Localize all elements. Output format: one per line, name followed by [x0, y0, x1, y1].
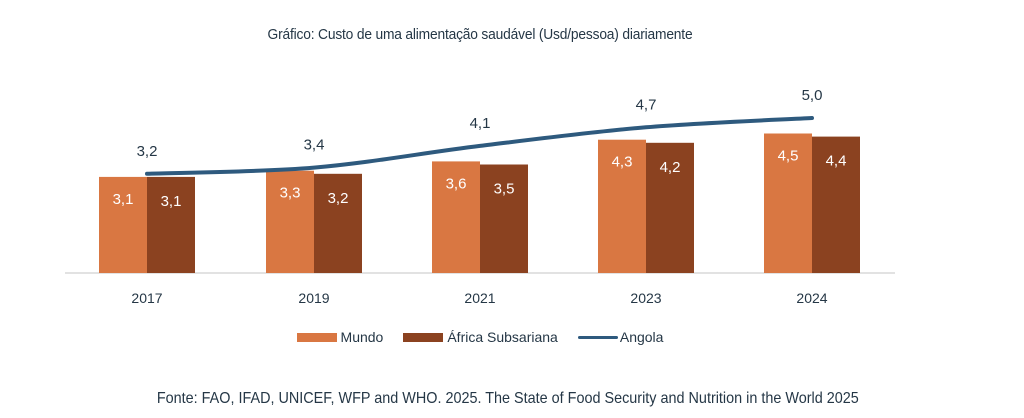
x-tick-labels: 2017 2019 2021 2023 2024	[131, 290, 827, 306]
bar-africa-subsariana-2019	[314, 173, 362, 273]
bar-label-africa-subsariana-2019: 3,2	[328, 190, 349, 207]
bars-group: 3,1 3,1 3,3 3,2 3,6 3,5 4,3 4,2 4,5 4,4	[99, 133, 860, 273]
line-label-angola-2019: 3,4	[304, 137, 325, 154]
bar-label-africa-subsariana-2024: 4,4	[826, 153, 847, 170]
line-label-angola-2017: 3,2	[137, 143, 158, 160]
source-note: Fonte: FAO, IFAD, UNICEF, WFP and WHO. 2…	[156, 390, 859, 407]
bar-mundo-2021	[432, 161, 480, 273]
bar-label-mundo-2017: 3,1	[113, 191, 134, 208]
bar-mundo-2017	[99, 176, 147, 273]
bar-mundo-2019	[266, 170, 314, 273]
line-label-angola-2023: 4,7	[636, 96, 657, 113]
legend-label-angola: Angola	[619, 329, 664, 345]
bar-africa-subsariana-2024	[812, 136, 860, 273]
legend: Mundo África Subsariana Angola	[0, 329, 960, 345]
bar-africa-subsariana-2017	[147, 176, 195, 273]
bar-label-mundo-2023: 4,3	[612, 154, 633, 171]
bar-label-mundo-2024: 4,5	[778, 148, 799, 165]
legend-item-mundo: Mundo	[296, 329, 384, 345]
legend-label-africa-subsariana: África Subsariana	[447, 329, 558, 345]
x-tick-2021: 2021	[464, 290, 495, 306]
x-tick-2017: 2017	[131, 290, 162, 306]
legend-item-africa-subsariana: África Subsariana	[403, 329, 558, 345]
line-label-angola-2024: 5,0	[802, 87, 823, 104]
bar-africa-subsariana-2023	[646, 142, 694, 273]
legend-item-angola: Angola	[577, 329, 664, 345]
bar-label-africa-subsariana-2023: 4,2	[660, 159, 681, 176]
bar-label-africa-subsariana-2021: 3,5	[494, 181, 515, 198]
bar-label-mundo-2021: 3,6	[446, 175, 467, 192]
legend-swatch-mundo	[296, 332, 337, 342]
legend-label-mundo: Mundo	[340, 329, 384, 345]
line-angola	[145, 116, 814, 176]
x-tick-2023: 2023	[630, 290, 661, 306]
bar-label-africa-subsariana-2017: 3,1	[161, 193, 182, 210]
x-tick-2024: 2024	[796, 290, 827, 306]
legend-line-angola	[577, 335, 618, 339]
bar-mundo-2024	[764, 133, 812, 273]
angola-line-group: 3,2 3,4 4,1 4,7 5,0	[137, 87, 823, 176]
x-tick-2019: 2019	[298, 290, 329, 306]
chart-title: Gráfico: Custo de uma alimentação saudáv…	[267, 26, 693, 43]
bar-label-mundo-2019: 3,3	[280, 185, 301, 202]
bar-mundo-2023	[598, 139, 646, 273]
line-label-angola-2021: 4,1	[470, 115, 491, 132]
bar-africa-subsariana-2021	[480, 164, 528, 273]
legend-swatch-africa-subsariana	[403, 332, 444, 342]
